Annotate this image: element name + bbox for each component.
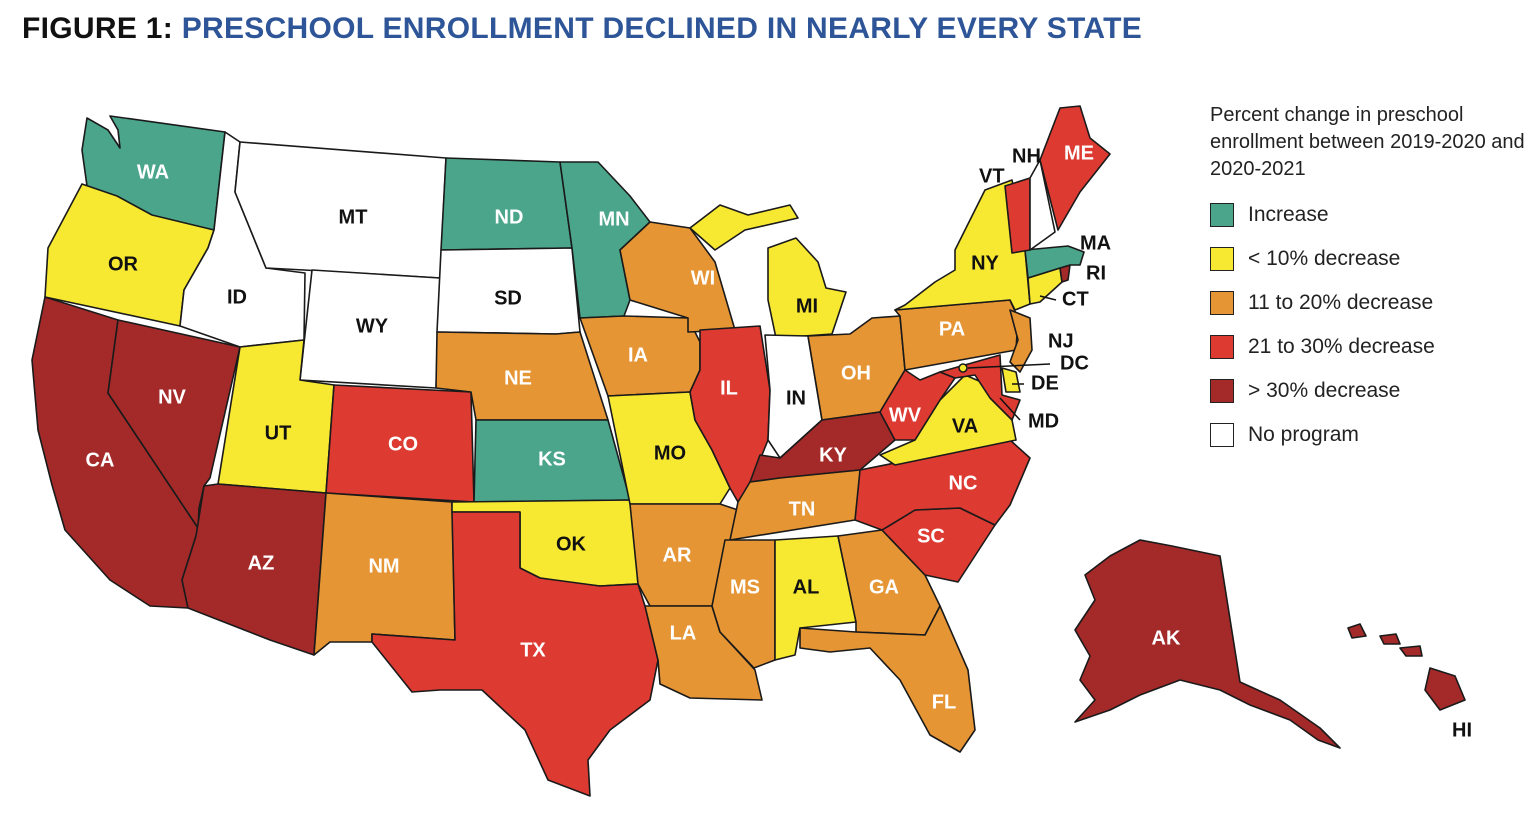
state-label-ok: OK <box>556 533 587 555</box>
state-dc <box>958 363 968 373</box>
legend-items: Increase < 10% decrease 11 to 20% decrease… <box>1210 193 1530 457</box>
legend-swatch-lt10 <box>1210 247 1234 271</box>
state-label-mo: MO <box>654 442 686 464</box>
legend-label-lt10: < 10% decrease <box>1248 247 1401 270</box>
legend-swatch-d21to30 <box>1210 335 1234 359</box>
legend-label-gt30: > 30% decrease <box>1248 379 1401 402</box>
state-label-co: CO <box>388 433 418 455</box>
figure-headline: PRESCHOOL ENROLLMENT DECLINED IN NEARLY … <box>181 12 1143 45</box>
state-label-hi: HI <box>1452 719 1472 741</box>
state-label-ma: MA <box>1080 232 1111 254</box>
state-de <box>1001 367 1021 393</box>
state-label-wv: WV <box>889 404 922 426</box>
legend-label-none: No program <box>1248 423 1359 446</box>
state-hi <box>1347 623 1466 711</box>
state-label-la: LA <box>670 622 697 644</box>
state-label-ks: KS <box>538 448 566 470</box>
state-label-sd: SD <box>494 287 522 309</box>
state-wi <box>619 221 736 333</box>
state-tx <box>371 511 659 797</box>
state-label-nv: NV <box>158 386 186 408</box>
legend-item-increase: Increase <box>1210 193 1530 237</box>
state-label-ky: KY <box>819 444 847 466</box>
state-label-or: OR <box>108 253 139 275</box>
state-label-id: ID <box>227 286 247 308</box>
state-ma <box>1024 245 1085 279</box>
legend-item-gt30: > 30% decrease <box>1210 369 1530 413</box>
legend-swatch-none <box>1210 423 1234 447</box>
legend-swatch-increase <box>1210 203 1234 227</box>
state-nj <box>1009 309 1033 373</box>
legend-label-d11to20: 11 to 20% decrease <box>1248 291 1434 314</box>
leader-line-dc <box>967 363 1051 369</box>
state-label-mt: MT <box>339 206 368 228</box>
state-label-dc: DC <box>1060 352 1089 374</box>
state-label-il: IL <box>720 377 738 399</box>
state-label-vt: VT <box>979 165 1005 187</box>
state-label-nd: ND <box>495 206 524 228</box>
state-label-mi: MI <box>796 295 818 317</box>
state-me <box>1039 105 1111 231</box>
state-label-ri: RI <box>1086 262 1106 284</box>
state-label-ia: IA <box>628 344 648 366</box>
labels-layer: WA OR CA NV ID MT WY UT AZ CO NM ND SD NE KS OK TX MN IA MO… <box>86 142 1472 741</box>
figure-number: FIGURE 1: <box>22 12 174 45</box>
state-label-me: ME <box>1064 142 1094 164</box>
state-label-nc: NC <box>949 472 978 494</box>
state-label-de: DE <box>1031 372 1059 394</box>
state-label-md: MD <box>1028 410 1059 432</box>
state-label-nj: NJ <box>1048 330 1074 352</box>
legend-item-d11to20: 11 to 20% decrease <box>1210 281 1530 325</box>
legend-item-d21to30: 21 to 30% decrease <box>1210 325 1530 369</box>
legend-item-lt10: < 10% decrease <box>1210 237 1530 281</box>
state-label-ga: GA <box>869 576 899 598</box>
legend-item-none: No program <box>1210 413 1530 457</box>
state-label-az: AZ <box>248 552 275 574</box>
state-label-fl: FL <box>932 691 956 713</box>
state-label-oh: OH <box>841 362 871 384</box>
state-nh <box>1029 159 1056 251</box>
state-label-ny: NY <box>971 252 999 274</box>
state-label-sc: SC <box>917 525 945 547</box>
state-label-va: VA <box>952 415 978 437</box>
state-label-wi: WI <box>691 267 715 289</box>
state-nd <box>440 157 573 251</box>
state-label-ak: AK <box>1152 627 1181 649</box>
state-label-tn: TN <box>789 498 816 520</box>
state-label-pa: PA <box>939 318 965 340</box>
state-label-nm: NM <box>368 555 399 577</box>
state-label-ne: NE <box>504 367 532 389</box>
state-label-wy: WY <box>356 315 389 337</box>
state-label-ca: CA <box>86 449 115 471</box>
states-layer <box>31 105 1466 797</box>
leader-lines-layer <box>967 295 1057 421</box>
state-ak <box>1074 539 1341 749</box>
legend-swatch-d11to20 <box>1210 291 1234 315</box>
state-label-tx: TX <box>520 639 546 661</box>
legend-swatch-gt30 <box>1210 379 1234 403</box>
state-label-ct: CT <box>1062 288 1089 310</box>
leader-line-ct <box>1039 295 1057 301</box>
state-label-ms: MS <box>730 576 760 598</box>
legend-label-increase: Increase <box>1248 203 1329 226</box>
state-label-wa: WA <box>137 161 169 183</box>
state-label-mn: MN <box>598 208 629 230</box>
legend-title: Percent change in preschool enrollment b… <box>1210 104 1525 180</box>
leader-line-md <box>999 397 1021 421</box>
state-label-nh: NH <box>1012 145 1041 167</box>
state-label-al: AL <box>793 576 820 598</box>
figure-title: FIGURE 1: PRESCHOOL ENROLLMENT DECLINED … <box>22 12 1142 46</box>
state-fl <box>799 605 976 753</box>
legend-label-d21to30: 21 to 30% decrease <box>1248 335 1435 358</box>
state-label-ar: AR <box>663 544 692 566</box>
state-label-ut: UT <box>265 422 292 444</box>
state-label-in: IN <box>786 387 806 409</box>
state-mi <box>689 204 847 339</box>
legend: Percent change in preschool enrollment b… <box>1210 102 1530 457</box>
